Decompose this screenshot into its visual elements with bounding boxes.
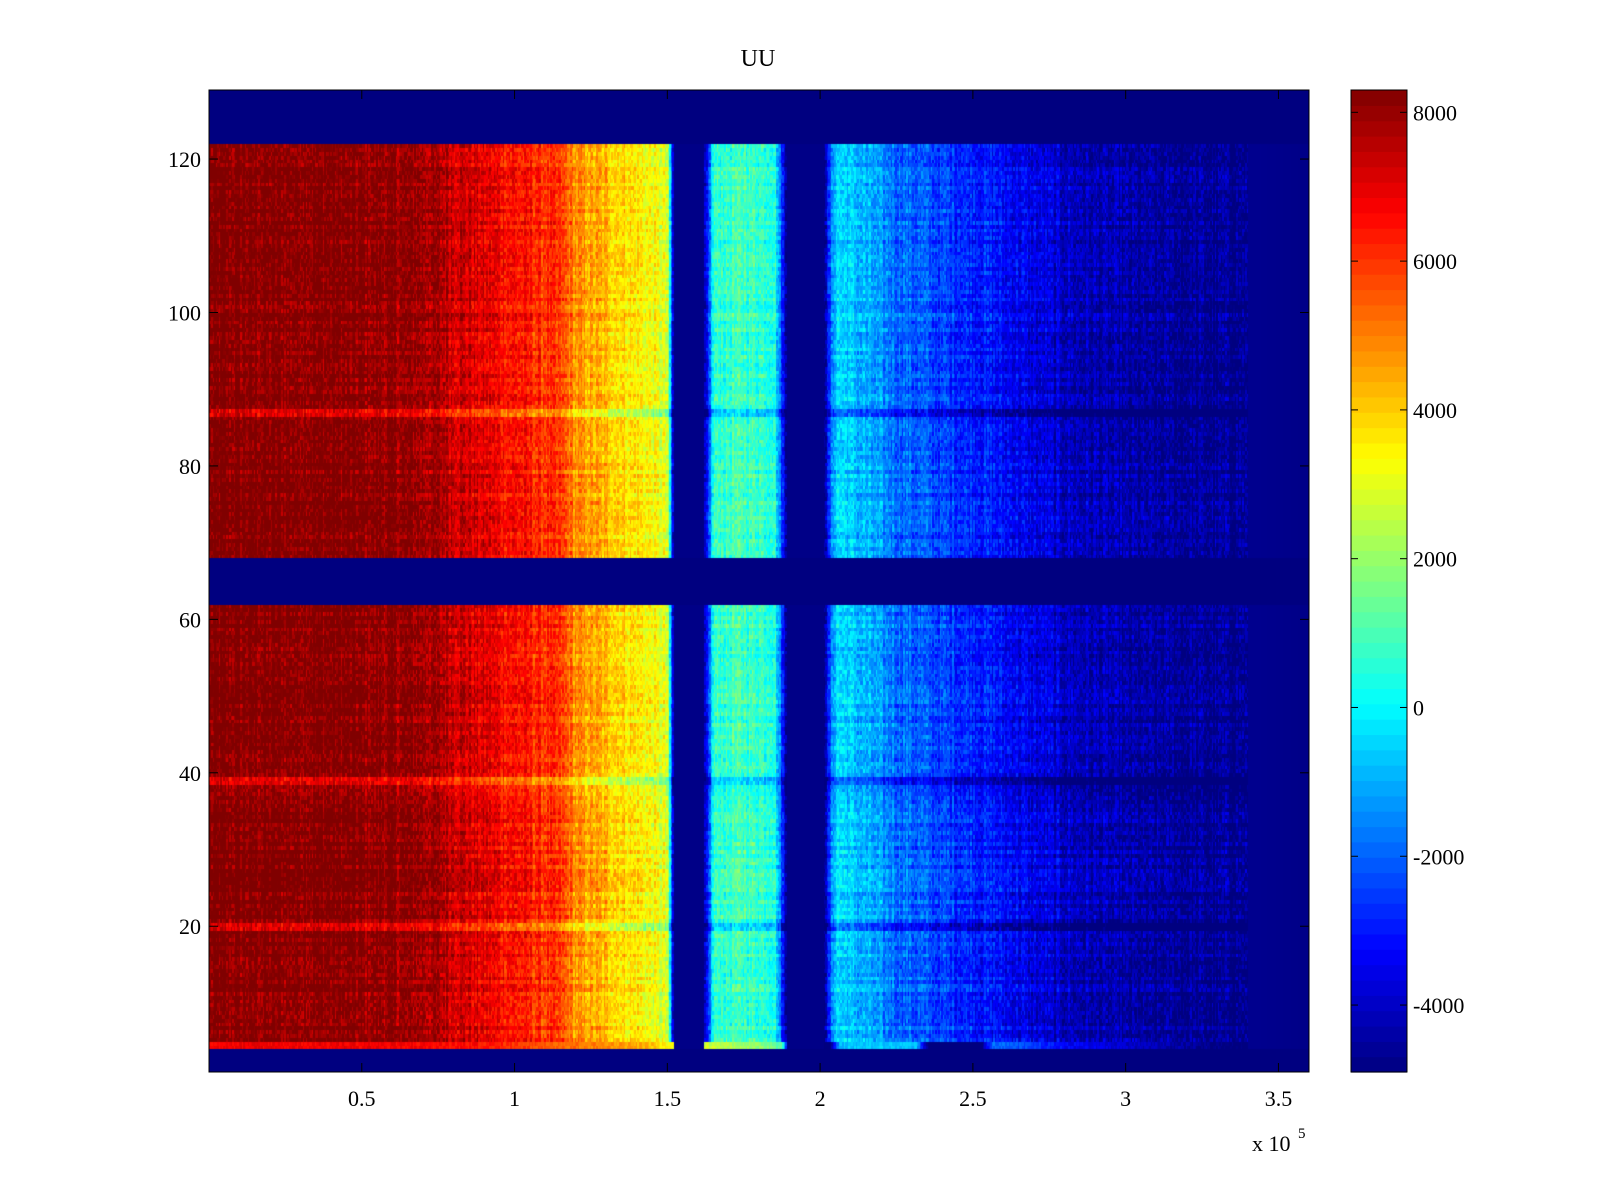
colorbar-cell (1351, 350, 1407, 367)
colorbar-cell (1351, 995, 1407, 1012)
colorbar-tick-label: 6000 (1413, 249, 1457, 274)
y-tick-label: 60 (179, 607, 201, 632)
x-tick-label: 1 (509, 1086, 520, 1111)
colorbar-cell (1351, 841, 1407, 858)
x-tick-label: 1.5 (654, 1086, 682, 1111)
colorbar-cell (1351, 795, 1407, 812)
colorbar-cell (1351, 197, 1407, 214)
colorbar-cell (1351, 964, 1407, 981)
colorbar-cell (1351, 396, 1407, 413)
colorbar-cell (1351, 182, 1407, 199)
colorbar-tick-label: 8000 (1413, 100, 1457, 125)
colorbar-cell (1351, 473, 1407, 490)
y-axis: 20 40 60 80 100 120 (168, 147, 1309, 939)
x-tick-label: 3 (1120, 1086, 1131, 1111)
colorbar-cell (1351, 826, 1407, 843)
colorbar-cell (1351, 611, 1407, 628)
colorbar-ticks: -4000 -2000 0 2000 4000 6000 8000 (1351, 100, 1464, 1018)
colorbar-cell (1351, 90, 1407, 106)
colorbar-cell (1351, 657, 1407, 674)
colorbar-cell (1351, 780, 1407, 797)
chart-title: UU (741, 46, 776, 72)
colorbar-cell (1351, 1010, 1407, 1027)
colorbar-cell (1351, 427, 1407, 444)
colorbar-cell (1351, 166, 1407, 183)
colorbar-cell (1351, 734, 1407, 751)
x-multiplier-exponent: 5 (1298, 1126, 1306, 1142)
colorbar-cell (1351, 887, 1407, 904)
y-tick-label: 120 (168, 147, 201, 172)
colorbar-cell (1351, 903, 1407, 920)
y-tick-label: 100 (168, 300, 201, 325)
colorbar-cell (1351, 105, 1407, 122)
colorbar-cell (1351, 1041, 1407, 1058)
colorbar-cell (1351, 335, 1407, 352)
colorbar-tick-label: 0 (1413, 695, 1424, 720)
colorbar-cell (1351, 703, 1407, 720)
colorbar-tick-label: 2000 (1413, 547, 1457, 572)
colorbar-cell (1351, 811, 1407, 828)
colorbar-cell (1351, 304, 1407, 321)
colorbar-gradient (1351, 90, 1407, 1073)
colorbar-cell (1351, 488, 1407, 505)
heatmap-canvas-wrap (209, 90, 1309, 1072)
y-tick-label: 40 (179, 761, 201, 786)
colorbar-cell (1351, 642, 1407, 659)
colorbar-cell (1351, 918, 1407, 935)
colorbar-cell (1351, 765, 1407, 782)
colorbar-cell (1351, 719, 1407, 736)
colorbar-cell (1351, 565, 1407, 582)
colorbar: -4000 -2000 0 2000 4000 6000 8000 (1350, 89, 1464, 1073)
colorbar-tick-label: -4000 (1413, 993, 1464, 1018)
colorbar-cell (1351, 1056, 1407, 1073)
x-tick-label: 0.5 (348, 1086, 376, 1111)
y-tick-label: 80 (179, 454, 201, 479)
x-tick-label: 2 (815, 1086, 826, 1111)
colorbar-cell (1351, 1025, 1407, 1042)
x-tick-label: 3.5 (1265, 1086, 1293, 1111)
colorbar-cell (1351, 243, 1407, 260)
colorbar-cell (1351, 258, 1407, 275)
colorbar-cell (1351, 136, 1407, 152)
colorbar-cell (1351, 366, 1407, 383)
colorbar-cell (1351, 627, 1407, 643)
colorbar-tick-label: 4000 (1413, 398, 1457, 423)
colorbar-cell (1351, 749, 1407, 766)
colorbar-cell (1351, 581, 1407, 597)
colorbar-cell (1351, 120, 1407, 137)
plot-frame (208, 89, 1310, 1073)
colorbar-cell (1351, 274, 1407, 291)
colorbar-cell (1351, 212, 1407, 229)
colorbar-cell (1351, 519, 1407, 536)
colorbar-cell (1351, 872, 1407, 889)
colorbar-cell (1351, 949, 1407, 966)
y-tick-label: 20 (179, 914, 201, 939)
heatmap-plot (208, 89, 1310, 1073)
colorbar-cell (1351, 673, 1407, 690)
colorbar-cell (1351, 412, 1407, 429)
colorbar-cell (1351, 151, 1407, 168)
colorbar-cell (1351, 979, 1407, 996)
colorbar-cell (1351, 289, 1407, 306)
x-multiplier-base: x 10 (1252, 1131, 1291, 1156)
x-axis: 0.5 1 1.5 2 2.5 3 3.5 (348, 90, 1292, 1111)
colorbar-cell (1351, 320, 1407, 337)
colorbar-cell (1351, 504, 1407, 521)
colorbar-cell (1351, 534, 1407, 551)
colorbar-cell (1351, 458, 1407, 475)
colorbar-cell (1351, 550, 1407, 567)
x-tick-label: 2.5 (959, 1086, 987, 1111)
heatmap-image (209, 90, 1309, 1072)
colorbar-cell (1351, 228, 1407, 245)
colorbar-tick-label: -2000 (1413, 844, 1464, 869)
x-axis-multiplier: x 10 5 (1252, 1126, 1306, 1156)
colorbar-cell (1351, 381, 1407, 398)
colorbar-cell (1351, 933, 1407, 950)
colorbar-cell (1351, 596, 1407, 613)
colorbar-frame (1350, 89, 1408, 1073)
colorbar-cell (1351, 688, 1407, 705)
colorbar-cell (1351, 857, 1407, 874)
colorbar-cell (1351, 442, 1407, 459)
